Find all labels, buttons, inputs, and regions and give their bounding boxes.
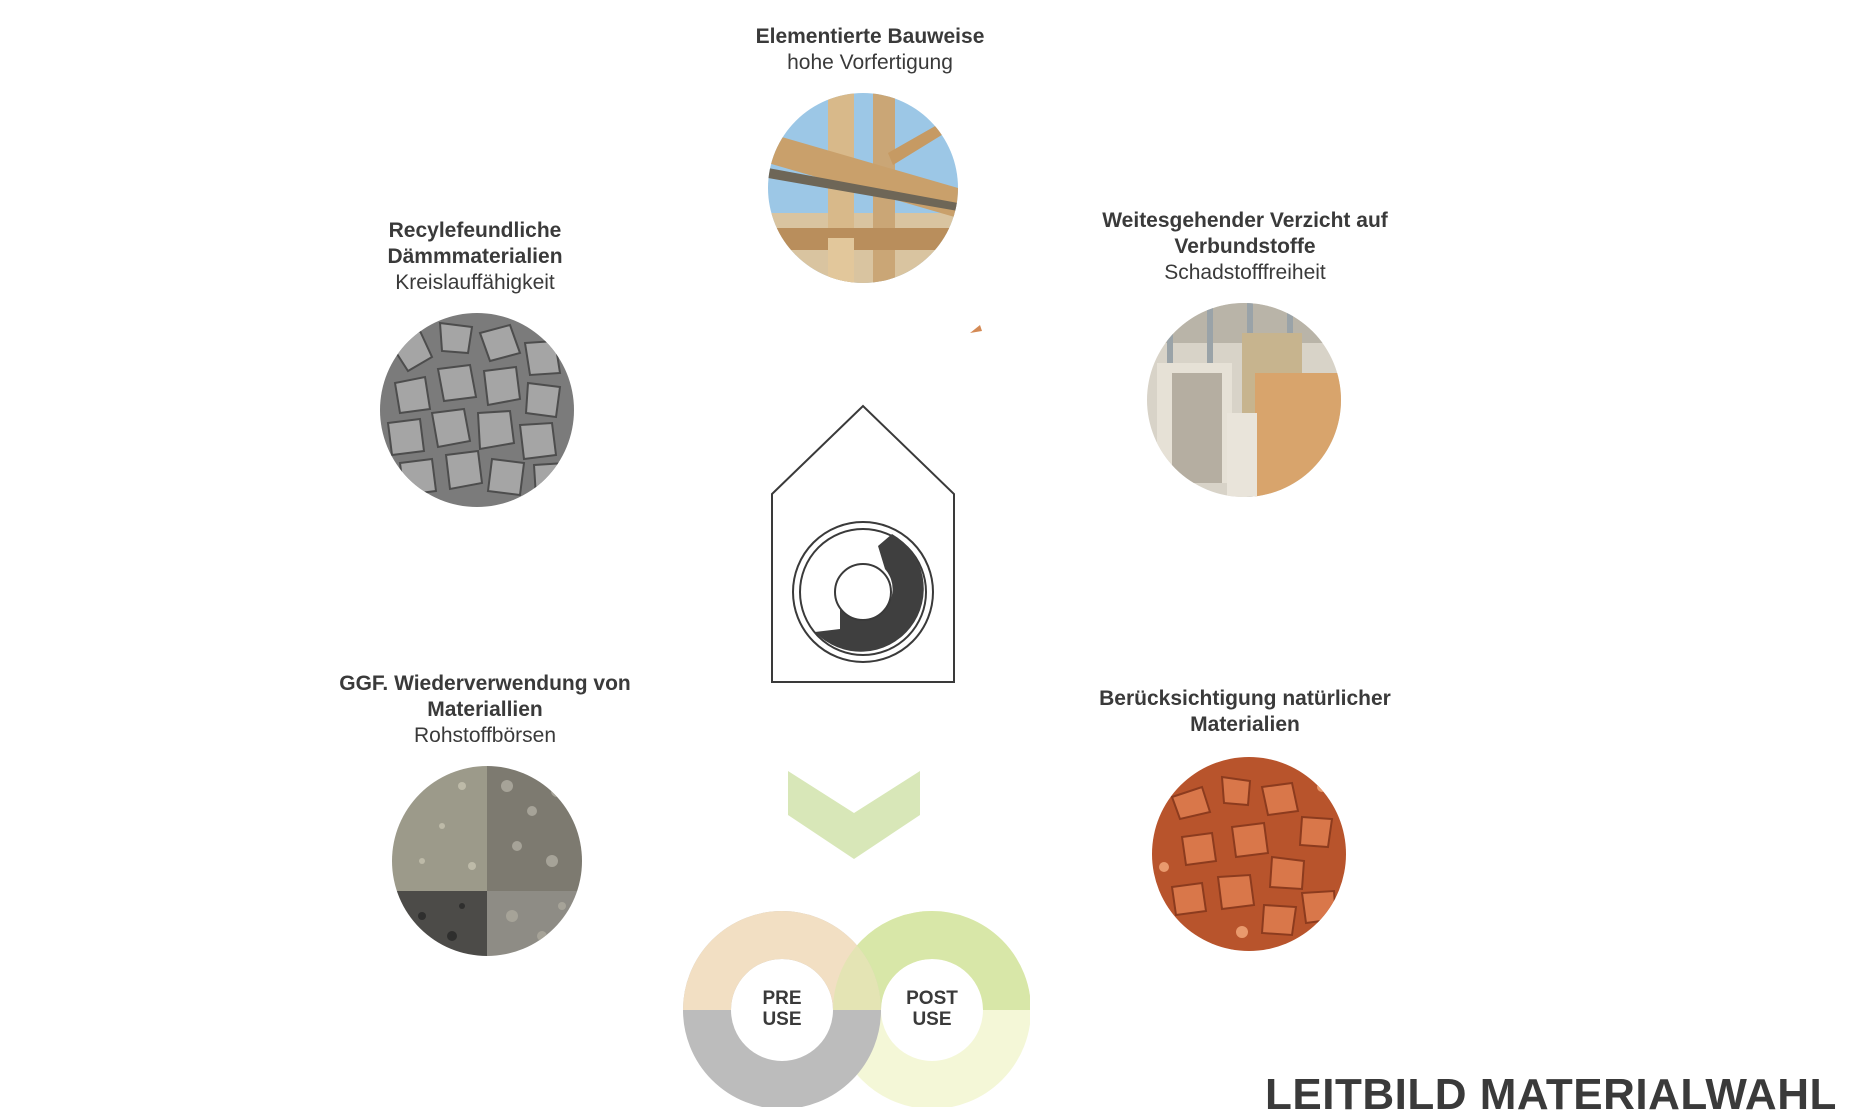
node-upper-right-label: Weitesgehender Verzicht auf Verbundstoff… xyxy=(1080,208,1410,286)
node-upper-right-subtitle: Schadstofffreiheit xyxy=(1164,261,1326,284)
node-lower-left-subtitle: Rohstoffbörsen xyxy=(413,724,557,747)
node-upper-left-label: Recylefeundliche Dämmmaterialien Kreisla… xyxy=(330,218,620,296)
chevron-down-icon xyxy=(788,771,920,859)
node-top-subtitle: hohe Vorfertigung xyxy=(787,51,953,74)
concrete-aggregate-photo xyxy=(392,766,582,956)
pre-post-use-cycle: PRE USE POST USE xyxy=(676,906,1031,1109)
post-use-label: POST USE xyxy=(906,988,958,1030)
house-cycle-icon xyxy=(770,404,956,684)
node-upper-left-subtitle: Kreislauffähigkeit xyxy=(395,271,555,294)
node-lower-left-title: GGF. Wiederverwendung von Materiallien xyxy=(339,672,631,721)
node-upper-right-title: Weitesgehender Verzicht auf Verbundstoff… xyxy=(1102,209,1388,258)
drywall-interior-photo xyxy=(1147,303,1341,497)
timber-frame-photo xyxy=(768,93,958,283)
clay-soil-photo xyxy=(1152,757,1346,951)
gravel-photo xyxy=(380,313,574,507)
node-lower-right-label: Berücksichtigung natürlicher Materialien xyxy=(1080,686,1410,738)
page-title: LEITBILD MATERIALWAHL xyxy=(1265,1070,1837,1119)
orange-accent-mark xyxy=(970,325,982,333)
node-upper-left-title: Recylefeundliche Dämmmaterialien xyxy=(387,219,563,268)
node-lower-right-title: Berücksichtigung natürlicher Materialien xyxy=(1099,687,1391,736)
node-top-title: Elementierte Bauweise xyxy=(755,25,985,48)
node-top-label: Elementierte Bauweise hohe Vorfertigung xyxy=(720,24,1020,76)
pre-use-label: PRE USE xyxy=(762,988,802,1030)
node-lower-left-label: GGF. Wiederverwendung von Materiallien R… xyxy=(320,671,650,749)
